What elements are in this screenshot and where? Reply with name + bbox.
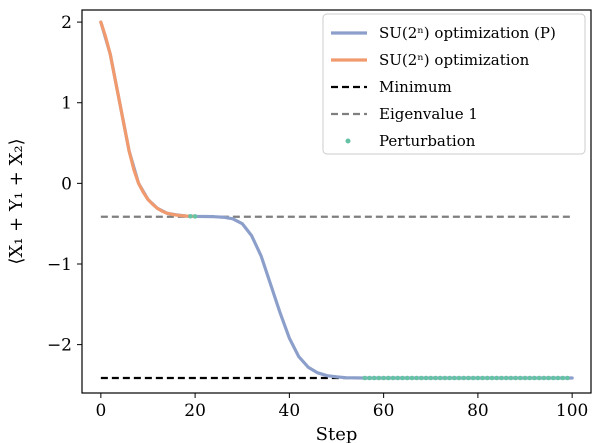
- legend-label: SU(2ⁿ) optimization (P): [379, 24, 556, 42]
- legend-item-eigenvalue-1: Eigenvalue 1: [331, 105, 478, 123]
- perturbation-point: [188, 213, 193, 219]
- legend-label: Minimum: [379, 78, 452, 96]
- perturbation-point: [433, 375, 438, 381]
- y-tick-label: 2: [61, 13, 72, 33]
- perturbation-point: [513, 375, 518, 381]
- perturbation-point: [404, 375, 410, 381]
- perturbation-point: [470, 375, 476, 381]
- legend-label: SU(2ⁿ) optimization: [379, 51, 530, 69]
- perturbation-point: [536, 375, 542, 381]
- perturbation-point: [447, 375, 452, 381]
- perturbation-point: [522, 375, 528, 381]
- x-tick-label: 0: [95, 401, 106, 421]
- perturbation-point: [560, 375, 566, 381]
- legend-item-perturbation: Perturbation: [345, 132, 476, 150]
- perturbation-point: [461, 375, 467, 381]
- perturbation-point: [381, 375, 386, 381]
- perturbation-point: [555, 375, 561, 381]
- perturbation-point: [518, 375, 523, 381]
- perturbation-point: [437, 375, 443, 381]
- legend-box: [322, 13, 586, 155]
- perturbation-point: [376, 375, 382, 381]
- series-line-su2n-optimization: [99, 20, 197, 219]
- perturbation-point: [532, 375, 537, 381]
- y-tick-label: 0: [61, 174, 72, 194]
- x-axis-label: Step: [316, 424, 358, 443]
- perturbation-point: [550, 375, 556, 381]
- perturbation-point: [371, 375, 377, 381]
- perturbation-point: [367, 375, 372, 381]
- perturbation-point: [428, 375, 434, 381]
- perturbation-point: [503, 375, 509, 381]
- x-tick-label: 100: [556, 401, 588, 421]
- perturbation-point: [395, 375, 401, 381]
- legend: SU(2ⁿ) optimization (P) SU(2ⁿ) optimizati…: [322, 13, 586, 155]
- perturbation-point: [192, 214, 198, 219]
- legend-label: Perturbation: [379, 132, 476, 150]
- perturbation-point: [456, 375, 462, 381]
- perturbation-point: [508, 375, 514, 381]
- perturbation-point: [565, 375, 570, 381]
- perturbation-point: [480, 375, 485, 381]
- legend-item-su2n-optimization-p: SU(2ⁿ) optimization (P): [331, 24, 556, 42]
- perturbation-point: [400, 375, 405, 381]
- x-tick-label: 80: [467, 401, 489, 421]
- perturbation-point: [499, 375, 504, 381]
- perturbation-point: [475, 375, 481, 381]
- perturbation-point: [485, 375, 490, 381]
- perturbation-point: [541, 375, 547, 381]
- perturbation-point: [409, 375, 415, 381]
- y-axis-label: ⟨X₁ + Y₁ + X₂⟩: [6, 138, 27, 264]
- axes-frame: [81, 9, 592, 394]
- perturbation-point: [494, 375, 500, 381]
- perturbation-point: [414, 375, 419, 381]
- y-tick-label: −2: [47, 336, 72, 356]
- x-axis: 0 20 40 60 80 100: [95, 393, 588, 421]
- y-tick-label: 1: [61, 94, 72, 114]
- y-tick-label: −1: [47, 255, 72, 275]
- legend-label: Eigenvalue 1: [379, 105, 478, 123]
- y-axis: −2 −1 0 1 2: [47, 13, 82, 356]
- perturbation-point: [390, 375, 396, 381]
- perturbation-point: [466, 375, 471, 381]
- legend-marker: [345, 138, 351, 144]
- perturbation-point: [423, 375, 429, 381]
- x-tick-label: 20: [184, 401, 206, 421]
- legend-item-minimum: Minimum: [331, 78, 452, 96]
- perturbation-point: [489, 375, 495, 381]
- plot-area: [99, 20, 574, 381]
- perturbation-point: [527, 375, 533, 381]
- perturbation-point: [386, 375, 391, 381]
- x-tick-label: 40: [279, 401, 301, 421]
- perturbation-point: [546, 375, 551, 381]
- legend-item-su2n-optimization: SU(2ⁿ) optimization: [331, 51, 530, 69]
- perturbation-point: [452, 375, 457, 381]
- perturbation-point: [419, 375, 424, 381]
- perturbation-point: [362, 375, 368, 381]
- perturbation-point: [442, 375, 448, 381]
- x-tick-label: 60: [373, 401, 395, 421]
